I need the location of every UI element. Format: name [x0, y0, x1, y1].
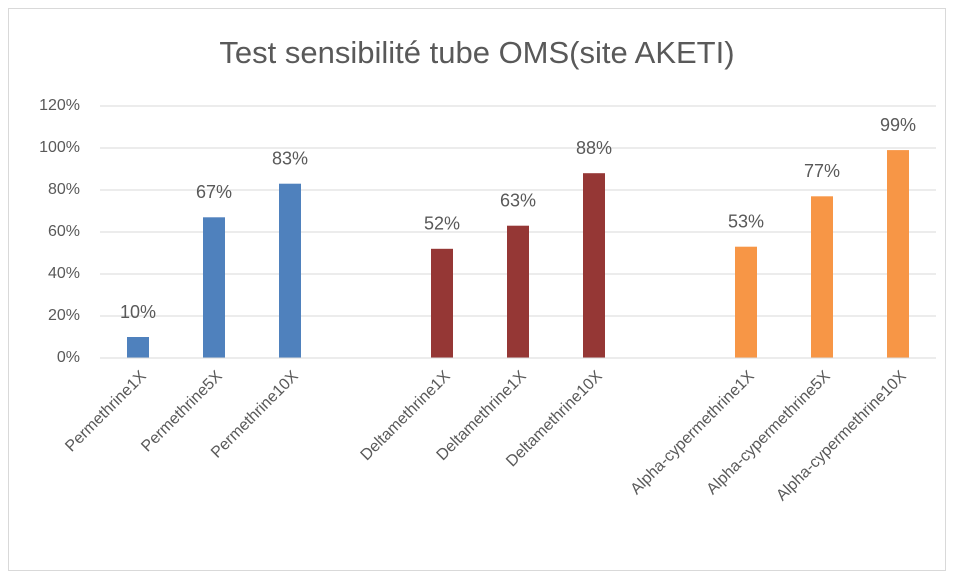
y-tick-label: 20% [48, 307, 80, 324]
bar [583, 173, 605, 358]
bar [811, 196, 833, 358]
y-tick-label: 120% [39, 97, 80, 114]
bar [279, 183, 301, 358]
bar [887, 150, 909, 358]
bar [431, 248, 453, 358]
data-label: 83% [272, 148, 308, 168]
data-label: 63% [500, 190, 536, 210]
bar [507, 225, 529, 358]
data-label: 52% [424, 214, 460, 234]
bar [127, 337, 149, 358]
y-tick-label: 80% [48, 181, 80, 198]
data-label: 77% [804, 161, 840, 181]
data-label: 99% [880, 115, 916, 135]
bar [735, 246, 757, 358]
y-tick-label: 40% [48, 265, 80, 282]
bar [203, 217, 225, 358]
data-label: 53% [728, 211, 764, 231]
y-tick-label: 100% [39, 139, 80, 156]
data-label: 10% [120, 302, 156, 322]
chart-title: Test sensibilité tube OMS(site AKETI) [219, 35, 734, 70]
data-label: 67% [196, 182, 232, 202]
data-label: 88% [576, 138, 612, 158]
y-tick-label: 60% [48, 223, 80, 240]
y-tick-label: 0% [57, 349, 80, 366]
chart-frame [8, 8, 946, 571]
